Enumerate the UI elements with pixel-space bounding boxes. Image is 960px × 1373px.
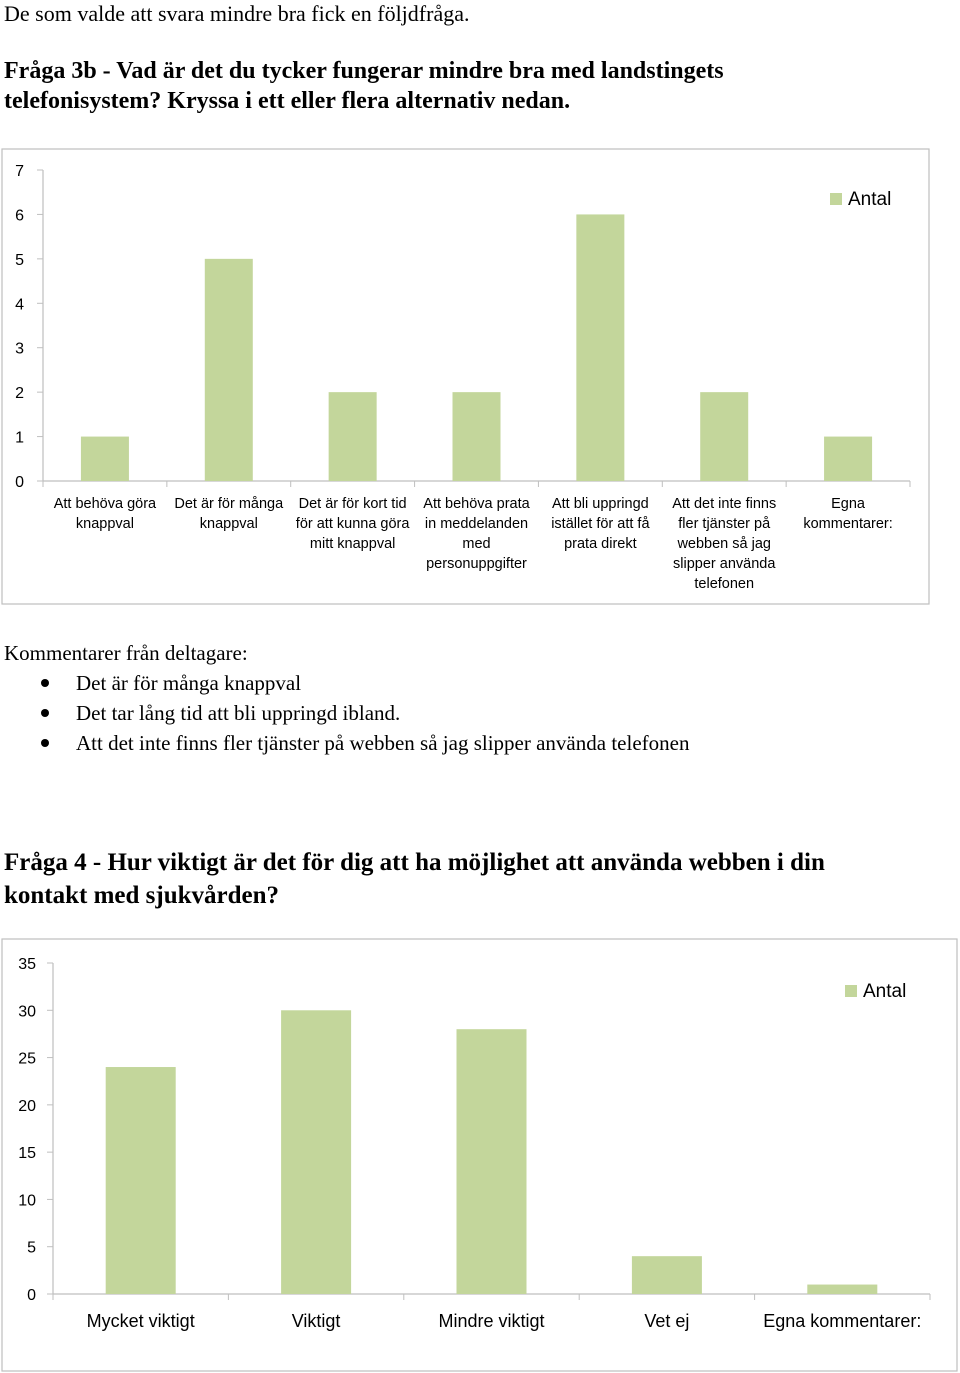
- bar: [328, 392, 377, 481]
- question-3b-line-2: telefonisystem? Kryssa i ett eller flera…: [4, 88, 571, 114]
- y-tick-label: 20: [18, 1098, 36, 1115]
- bar: [456, 1029, 527, 1294]
- x-category-label: webben så jag: [676, 536, 771, 552]
- comments-list: Det är för många knappval Det tar lång t…: [4, 668, 689, 758]
- y-tick-label: 2: [15, 385, 24, 402]
- bar-chart-svg: 0 1 2 3 4 5 6 7 Att behöva göra knappval Det är fö…: [1, 148, 930, 605]
- bar: [204, 258, 253, 481]
- x-category-label: för att kunna göra: [296, 516, 411, 532]
- chart-question-4: 0 5 10 15 20 25 30 35 Mycket viktigt Viktigt Mindr…: [0, 938, 960, 1373]
- x-category-label: Det är för kort tid: [299, 496, 407, 512]
- bar: [80, 436, 129, 481]
- y-tick-label: 30: [18, 1003, 36, 1020]
- y-tick-label: 0: [15, 474, 24, 491]
- comment-item: Det tar lång tid att bli uppringd ibland…: [4, 698, 689, 728]
- x-category-label: Viktigt: [292, 1311, 341, 1331]
- comment-item: Det är för många knappval: [4, 668, 689, 698]
- intro-text: De som valde att svara mindre bra fick e…: [4, 1, 470, 26]
- participant-comments: Kommentarer från deltagare: Det är för m…: [4, 638, 689, 758]
- x-category-label: Mindre viktigt: [438, 1311, 544, 1331]
- x-category-label: Egna: [831, 496, 866, 512]
- legend-label: Antal: [848, 189, 891, 210]
- x-category-label: Det är för många: [174, 496, 284, 512]
- x-category-label: Att det inte finns: [672, 496, 776, 512]
- x-category-label: Att bli uppringd: [552, 496, 649, 512]
- x-category-label: personuppgifter: [426, 556, 527, 572]
- comment-item: Att det inte finns fler tjänster på webb…: [4, 728, 689, 758]
- bar: [824, 436, 873, 481]
- y-tick-label: 3: [15, 341, 24, 358]
- y-tick-label: 1: [15, 430, 24, 447]
- question-4-heading: Fråga 4 - Hur viktigt är det för dig att…: [4, 846, 825, 912]
- x-category-label: Att behöva göra: [54, 496, 157, 512]
- bar: [281, 1010, 352, 1294]
- x-category-label: fler tjänster på: [678, 516, 771, 532]
- y-tick-label: 7: [15, 163, 24, 180]
- chart-question-3b: 0 1 2 3 4 5 6 7 Att behöva göra knappval Det är fö…: [0, 148, 960, 608]
- chart-frame: [1, 148, 930, 605]
- bar: [105, 1067, 176, 1294]
- bar: [576, 214, 625, 481]
- bar-chart-svg: 0 5 10 15 20 25 30 35 Mycket viktigt Viktigt Mindr…: [1, 938, 958, 1372]
- y-tick-label: 35: [18, 956, 36, 973]
- x-category-label: knappval: [200, 516, 258, 532]
- x-category-label: Mycket viktigt: [87, 1311, 195, 1331]
- bar: [631, 1256, 702, 1294]
- question-3b-heading: Fråga 3b - Vad är det du tycker fungerar…: [4, 56, 724, 116]
- x-category-label: slipper använda: [673, 556, 776, 572]
- bar: [700, 392, 749, 481]
- x-category-label: Egna kommentarer:: [763, 1311, 921, 1331]
- question-4-line-2: kontakt med sjukvården?: [4, 882, 280, 909]
- x-category-label: Att behöva prata: [423, 496, 530, 512]
- x-category-label: telefonen: [694, 576, 754, 592]
- y-tick-label: 6: [15, 207, 24, 224]
- question-3b-line-1: Fråga 3b - Vad är det du tycker fungerar…: [4, 58, 724, 84]
- legend-swatch: [845, 985, 857, 997]
- legend-swatch: [830, 193, 842, 205]
- x-category-label: knappval: [76, 516, 134, 532]
- x-category-label: Vet ej: [644, 1311, 689, 1331]
- x-category-label: in meddelanden: [425, 516, 528, 532]
- y-tick-label: 15: [18, 1145, 36, 1162]
- x-category-label: mitt knappval: [310, 536, 395, 552]
- y-tick-label: 25: [18, 1051, 36, 1068]
- x-category-label: med: [462, 536, 490, 552]
- y-tick-label: 4: [15, 296, 24, 313]
- y-tick-label: 5: [27, 1240, 36, 1257]
- bar: [452, 392, 501, 481]
- comments-heading: Kommentarer från deltagare:: [4, 641, 248, 665]
- x-category-label: kommentarer:: [803, 516, 892, 532]
- x-category-label: prata direkt: [564, 536, 637, 552]
- bar: [807, 1284, 878, 1294]
- y-tick-label: 5: [15, 252, 24, 269]
- y-tick-label: 10: [18, 1192, 36, 1209]
- x-category-label: istället för att få: [551, 516, 650, 532]
- legend-label: Antal: [863, 981, 906, 1002]
- question-4-line-1: Fråga 4 - Hur viktigt är det för dig att…: [4, 849, 825, 876]
- y-tick-label: 0: [27, 1287, 36, 1304]
